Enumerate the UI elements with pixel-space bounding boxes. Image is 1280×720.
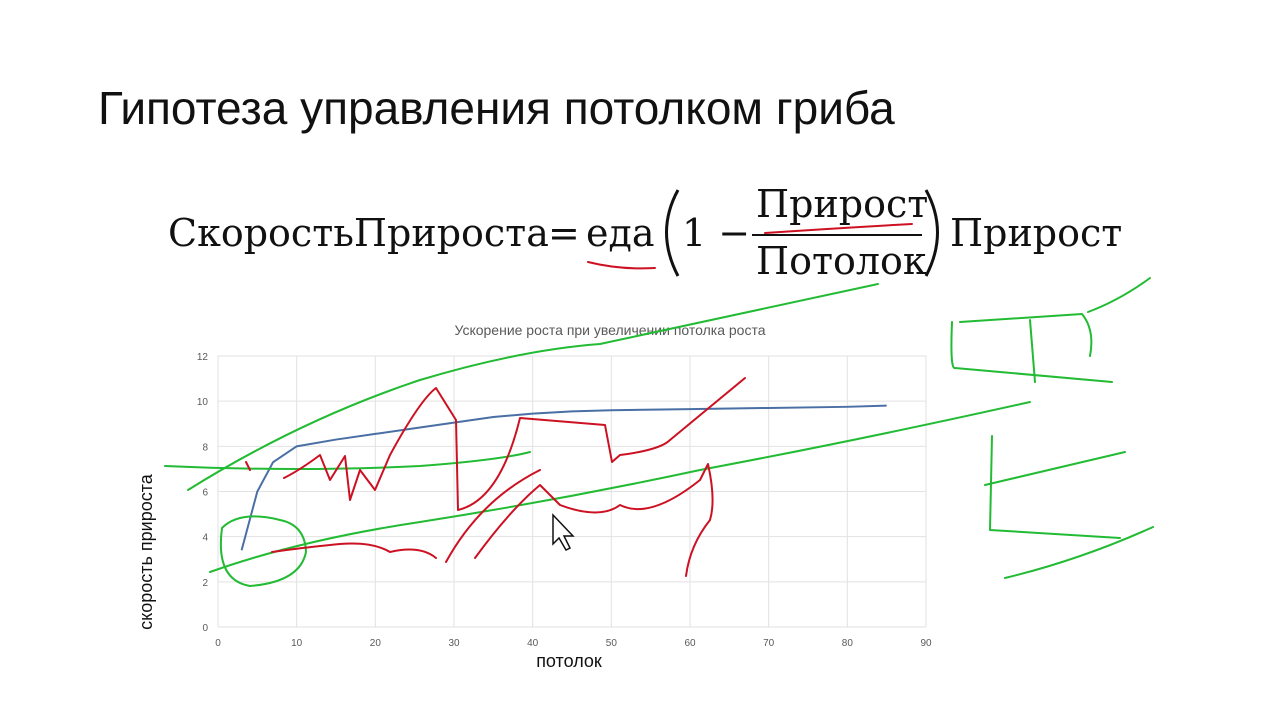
y-tick-label: 10 [197, 397, 209, 408]
paren-right [924, 189, 939, 277]
y-tick-label: 6 [202, 488, 208, 499]
y-tick-label: 0 [202, 623, 208, 634]
x-tick-label: 20 [370, 638, 382, 649]
chart: Ускорение роста при увеличении потолка р… [136, 322, 932, 671]
underline [587, 261, 656, 270]
x-tick-label: 40 [527, 638, 539, 649]
x-tick-label: 90 [920, 638, 932, 649]
sketch [219, 515, 307, 587]
slide-title: Гипотеза управления потолком гриба [98, 82, 895, 134]
y-axis-label: скорость прироста [136, 473, 156, 630]
chart-title: Ускорение роста при увеличении потолка р… [454, 322, 765, 338]
sketch [984, 435, 1154, 579]
mouse-cursor [552, 513, 575, 551]
formula-food: еда [586, 211, 655, 255]
formula-denominator: Потолок [756, 239, 927, 283]
underline [764, 223, 913, 234]
x-tick-label: 60 [684, 638, 696, 649]
y-tick-label: 2 [202, 578, 208, 589]
y-tick-label: 12 [197, 352, 209, 363]
y-tick-label: 8 [202, 442, 208, 453]
sketch [164, 451, 531, 470]
x-tick-label: 0 [215, 638, 221, 649]
scribble [271, 463, 714, 577]
sketch [950, 277, 1151, 383]
formula-lhs: СкоростьПрироста [168, 211, 549, 255]
y-tick-label: 4 [202, 533, 208, 544]
x-tick-label: 30 [448, 638, 460, 649]
formula-tail: Прирост [950, 211, 1122, 255]
sketch [187, 283, 879, 491]
data-line [240, 404, 887, 551]
scribble [245, 377, 746, 511]
x-axis-label: потолок [536, 651, 602, 671]
formula-numerator: Прирост [756, 182, 928, 226]
x-tick-label: 50 [606, 638, 618, 649]
x-tick-label: 10 [291, 638, 303, 649]
x-tick-label: 80 [842, 638, 854, 649]
formula-equals: = [548, 211, 580, 255]
sketch [209, 401, 1031, 573]
formula: СкоростьПрироста = еда 1 − Прирост Потол… [168, 182, 1122, 283]
formula-one-minus: 1 − [682, 211, 750, 255]
paren-left [665, 189, 680, 277]
annotations [164, 223, 1154, 587]
x-tick-label: 70 [763, 638, 775, 649]
